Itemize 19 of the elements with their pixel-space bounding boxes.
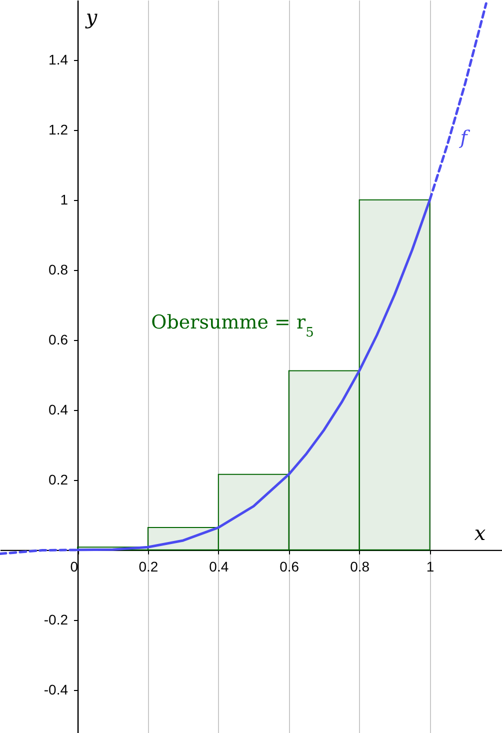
x-tick-label: 0.2 — [138, 558, 158, 574]
x-tick-label: 0 — [70, 558, 78, 574]
x-tick-label: 0.8 — [350, 558, 370, 574]
y-tick-label: 0.8 — [48, 261, 68, 278]
y-tick-label: 1 — [60, 191, 68, 208]
annotation: Obersumme = r$_{5}$ — [151, 311, 314, 340]
x-tick-label: 0.6 — [280, 558, 300, 574]
y-axis-title: y — [84, 5, 98, 29]
x-axis-title: x — [474, 520, 486, 545]
y-tick-label: 1.4 — [48, 51, 68, 68]
x-tick-label: 1 — [426, 558, 434, 574]
y-tick-label: 0.6 — [48, 331, 68, 348]
y-tick-label: -0.2 — [44, 611, 68, 628]
y-tick-label: 0.2 — [48, 471, 68, 488]
x-tick-label: 0.4 — [209, 558, 229, 574]
y-tick-label: 1.2 — [48, 121, 68, 138]
y-tick-label: -0.4 — [44, 681, 68, 698]
y-tick-label: 0.4 — [48, 401, 68, 418]
text: f — [458, 126, 470, 149]
